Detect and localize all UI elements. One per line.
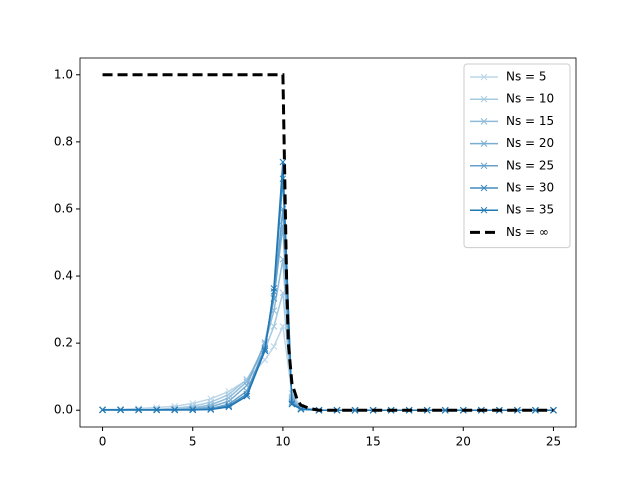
marker — [351, 406, 359, 414]
marker — [261, 347, 269, 355]
legend-marker — [480, 140, 488, 147]
legend-marker — [480, 118, 488, 125]
legend-marker — [480, 206, 488, 214]
legend-label: Ns = 15 — [506, 114, 554, 128]
marker — [189, 406, 197, 414]
legend-label: Ns = 5 — [506, 70, 547, 84]
marker — [288, 400, 296, 408]
legend-label: Ns = 25 — [506, 158, 554, 172]
series-line — [102, 323, 554, 411]
marker — [207, 406, 215, 413]
y-tick-label: 0.2 — [54, 336, 73, 350]
legend-label: Ns = 35 — [506, 203, 554, 217]
y-tick-label: 0.4 — [54, 269, 73, 283]
marker — [261, 356, 269, 364]
y-tick-label: 0.8 — [54, 134, 73, 148]
y-tick-label: 1.0 — [54, 67, 73, 81]
x-tick-label: 10 — [275, 435, 290, 449]
y-tick-label: 0.0 — [54, 403, 73, 417]
marker — [243, 392, 251, 400]
series-line — [102, 161, 554, 411]
marker — [171, 406, 179, 414]
plot-area — [99, 73, 557, 414]
legend-label: Ns = ∞ — [506, 225, 549, 239]
series-line — [102, 225, 554, 411]
x-tick-label: 5 — [189, 435, 197, 449]
marker — [99, 406, 106, 414]
legend-label: Ns = 30 — [506, 181, 554, 195]
x-tick-label: 25 — [546, 435, 561, 449]
marker — [225, 403, 233, 411]
y-tick-label: 0.6 — [54, 201, 73, 215]
marker — [117, 406, 124, 414]
legend-box — [463, 63, 571, 249]
x-tick-label: 15 — [365, 435, 380, 449]
marker — [153, 406, 161, 414]
axes-frame — [79, 57, 577, 428]
legend-label: Ns = 10 — [506, 92, 554, 106]
marker — [550, 406, 557, 414]
marker — [270, 343, 278, 350]
marker — [423, 406, 431, 414]
marker — [514, 406, 521, 414]
x-tick-label: 0 — [99, 435, 107, 449]
legend-marker — [480, 73, 488, 81]
marker — [270, 323, 278, 330]
series-line — [102, 73, 554, 412]
legend-marker — [480, 184, 488, 192]
marker — [135, 406, 142, 414]
marker — [532, 406, 539, 414]
marker — [441, 406, 449, 414]
x-tick-label: 20 — [456, 435, 471, 449]
marker — [270, 285, 278, 292]
legend-marker — [480, 95, 488, 103]
legend-marker — [480, 162, 488, 170]
marker — [279, 158, 287, 166]
series-line — [102, 259, 554, 411]
legend-label: Ns = 20 — [506, 136, 554, 150]
series-line — [102, 292, 554, 411]
